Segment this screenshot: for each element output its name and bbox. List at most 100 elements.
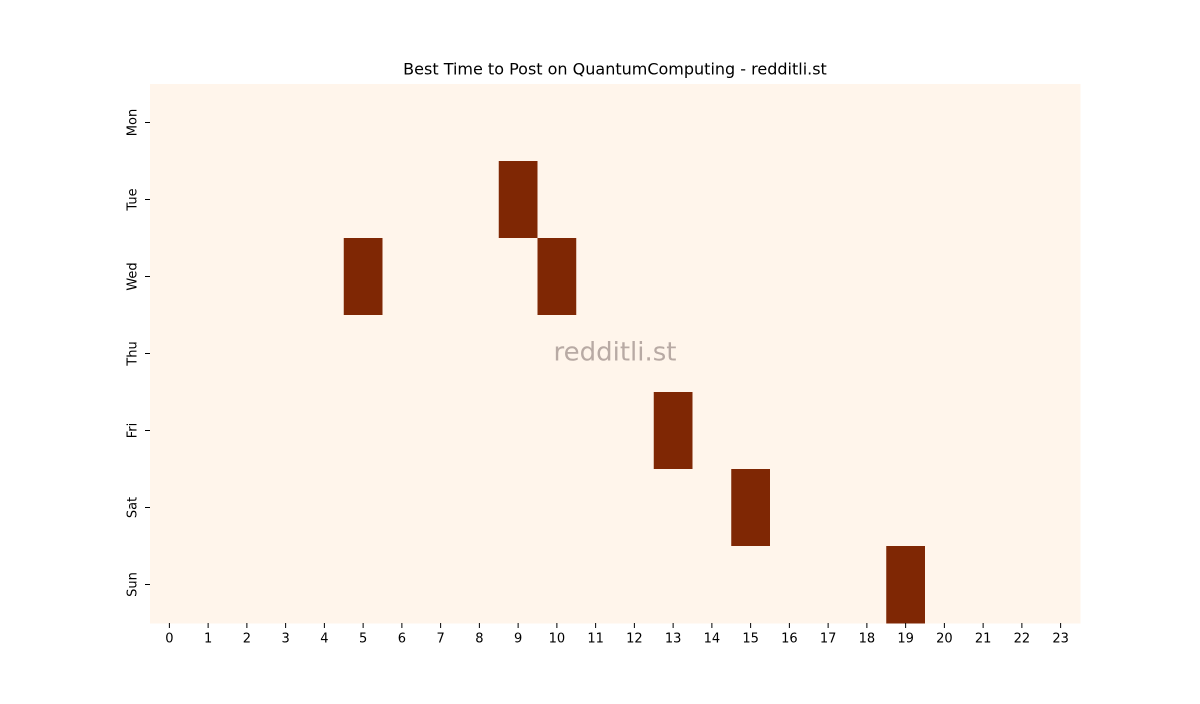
heatmap-cell [343, 392, 383, 470]
heatmap-cell [498, 161, 538, 239]
chart-title: Best Time to Post on QuantumComputing - … [403, 60, 827, 79]
heatmap-cell [382, 392, 422, 470]
heatmap-cell [731, 84, 771, 162]
heatmap-cell [731, 161, 771, 239]
heatmap-cell [925, 315, 965, 393]
heatmap-cell [615, 238, 655, 316]
heatmap-cell [305, 161, 345, 239]
x-tick-label: 14 [704, 632, 721, 647]
heatmap-cell [925, 546, 965, 624]
heatmap-cell [925, 161, 965, 239]
heatmap-cell [963, 84, 1003, 162]
x-tick-label: 6 [398, 632, 406, 647]
heatmap-cell [886, 469, 926, 547]
heatmap-cell [188, 392, 228, 470]
heatmap-cell [770, 84, 810, 162]
heatmap-cell [537, 161, 577, 239]
x-tick-label: 23 [1052, 632, 1069, 647]
heatmap-cell [963, 546, 1003, 624]
heatmap-cell [886, 238, 926, 316]
heatmap-cell [653, 84, 693, 162]
y-tick-label: Thu [126, 341, 141, 366]
heatmap-cell [537, 238, 577, 316]
heatmap-cell [421, 469, 461, 547]
heatmap-cell [1002, 469, 1042, 547]
heatmap-cell [615, 392, 655, 470]
heatmap-cell [537, 546, 577, 624]
heatmap-cell [576, 546, 616, 624]
heatmap-cell [188, 469, 228, 547]
heatmap-cell [653, 469, 693, 547]
heatmap-cell [576, 161, 616, 239]
heatmap-cell [576, 469, 616, 547]
heatmap-cell [576, 315, 616, 393]
x-tick-label: 11 [587, 632, 604, 647]
heatmap-cell [343, 469, 383, 547]
heatmap-cell [266, 392, 306, 470]
x-tick-label: 3 [281, 632, 289, 647]
x-tick-label: 10 [549, 632, 566, 647]
heatmap-cell [1002, 238, 1042, 316]
x-tick-label: 18 [859, 632, 876, 647]
heatmap-cell [847, 161, 887, 239]
heatmap-cell [343, 84, 383, 162]
x-tick-label: 17 [820, 632, 837, 647]
heatmap-cell [770, 546, 810, 624]
heatmap-cell [925, 238, 965, 316]
heatmap-cell [537, 469, 577, 547]
heatmap-cell [808, 238, 848, 316]
x-tick-label: 5 [359, 632, 367, 647]
x-tick-label: 9 [514, 632, 522, 647]
heatmap-cell [692, 392, 732, 470]
heatmap-cell [498, 546, 538, 624]
heatmap-cell [227, 315, 267, 393]
heatmap-cell [188, 84, 228, 162]
heatmap-cell [963, 161, 1003, 239]
heatmap-cell [1041, 469, 1081, 547]
heatmap-cell [382, 546, 422, 624]
heatmap-cell [150, 392, 190, 470]
x-tick-label: 13 [665, 632, 682, 647]
heatmap-cell [731, 238, 771, 316]
heatmap-cell [188, 238, 228, 316]
x-tick-label: 12 [626, 632, 643, 647]
x-tick-label: 20 [936, 632, 953, 647]
heatmap-cell [1041, 315, 1081, 393]
heatmap-cell [692, 469, 732, 547]
heatmap-cell [1041, 392, 1081, 470]
heatmap-cell [498, 84, 538, 162]
heatmap-cell [343, 238, 383, 316]
heatmap-cell [498, 315, 538, 393]
heatmap-cell [305, 546, 345, 624]
heatmap-cell [692, 84, 732, 162]
heatmap-cell [1041, 238, 1081, 316]
heatmap-cell [382, 315, 422, 393]
heatmap-cell [460, 315, 500, 393]
heatmap-cell [925, 469, 965, 547]
heatmap-cell [227, 84, 267, 162]
heatmap-cell [576, 392, 616, 470]
heatmap-cell [886, 161, 926, 239]
heatmap-cell [382, 161, 422, 239]
heatmap-cell [808, 84, 848, 162]
heatmap-cell [266, 161, 306, 239]
heatmap-cell [770, 315, 810, 393]
heatmap-cell [227, 161, 267, 239]
heatmap-cell [886, 315, 926, 393]
heatmap-cell [421, 84, 461, 162]
heatmap-cell [421, 315, 461, 393]
heatmap-cell [266, 546, 306, 624]
heatmap-cell [1002, 161, 1042, 239]
heatmap-cell [266, 84, 306, 162]
heatmap-cell [227, 392, 267, 470]
heatmap-cell [150, 469, 190, 547]
heatmap-cell [692, 315, 732, 393]
heatmap-cell [731, 315, 771, 393]
heatmap-cell [188, 161, 228, 239]
heatmap-cell [925, 84, 965, 162]
heatmap-cell [963, 315, 1003, 393]
x-tick-label: 21 [975, 632, 992, 647]
y-tick-label: Sat [126, 497, 141, 518]
heatmap-cell [266, 238, 306, 316]
